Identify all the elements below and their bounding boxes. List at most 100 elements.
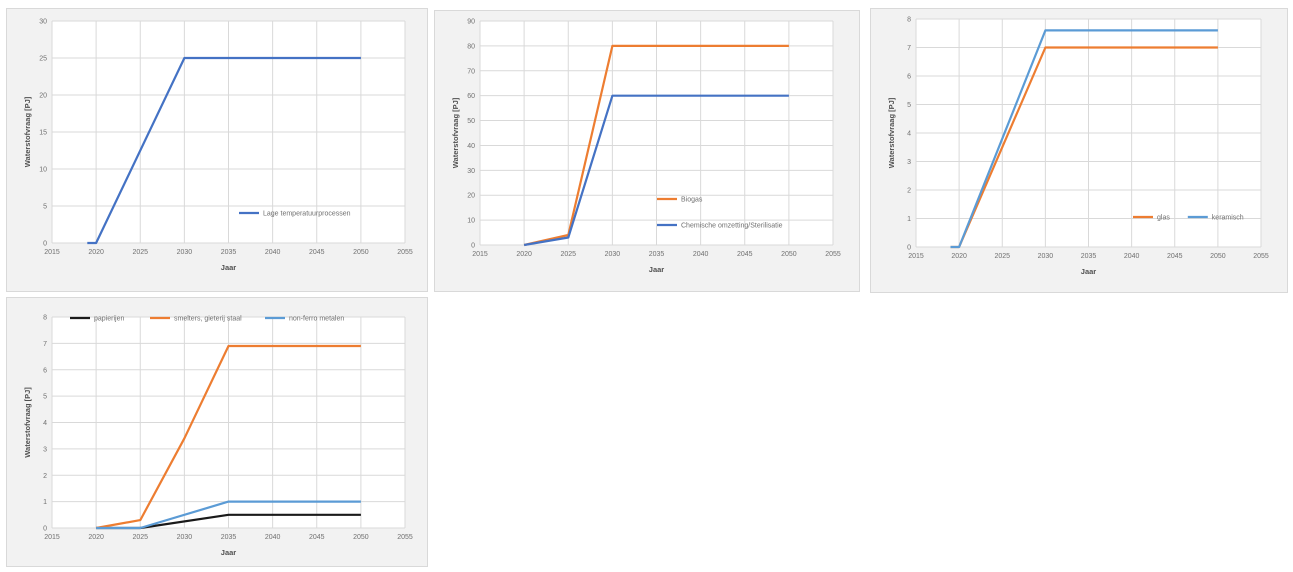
y-tick-label: 3 [907, 159, 911, 166]
x-tick-label: 2035 [1081, 253, 1097, 260]
y-tick-label: 5 [43, 204, 47, 211]
x-tick-label: 2055 [825, 251, 841, 258]
x-tick-label: 2040 [265, 249, 281, 256]
series-line-3 [96, 500, 361, 530]
x-tick-label: 2020 [88, 249, 104, 256]
series-line-2 [950, 29, 1218, 249]
y-tick-label: 90 [467, 19, 475, 26]
x-tick-label: 2035 [649, 251, 665, 258]
x-tick-label: 2020 [88, 534, 104, 541]
x-tick-label: 2025 [132, 249, 148, 256]
series-line-2 [95, 344, 361, 530]
y-tick-label: 50 [467, 118, 475, 125]
x-tick-label: 2050 [353, 249, 369, 256]
x-tick-label: 2030 [1038, 253, 1054, 260]
x-tick-label: 2045 [309, 534, 325, 541]
x-tick-label: 2055 [397, 534, 413, 541]
y-tick-label: 70 [467, 68, 475, 75]
series-line-2 [523, 94, 789, 247]
x-tick-label: 2035 [221, 534, 237, 541]
series-line-1 [87, 56, 361, 245]
x-tick-label: 2050 [1210, 253, 1226, 260]
x-axis-label: Jaar [221, 548, 237, 557]
y-tick-label: 5 [907, 102, 911, 109]
x-tick-label: 2030 [177, 249, 193, 256]
legend-entry: smelters, gieterij staal [174, 316, 242, 323]
y-tick-label: 0 [907, 245, 911, 252]
y-tick-label: 10 [39, 167, 47, 174]
y-tick-label: 8 [43, 315, 47, 322]
y-tick-label: 10 [467, 218, 475, 225]
x-tick-label: 2040 [693, 251, 709, 258]
y-tick-label: 80 [467, 43, 475, 50]
legend-entry: Chemische omzetting/Sterilisatie [681, 223, 783, 230]
y-tick-label: 15 [39, 130, 47, 137]
y-tick-label: 30 [39, 19, 47, 26]
x-axis-label: Jaar [1081, 267, 1097, 276]
legend-entry: Biogas [681, 197, 703, 204]
y-tick-label: 7 [43, 341, 47, 348]
y-tick-label: 3 [43, 446, 47, 453]
y-tick-label: 0 [43, 241, 47, 248]
chart-panel-glas-keramisch: 2015 2020 2025 2030 2035 2040 2045 2050 2055 0 1 2 3… [870, 8, 1288, 293]
x-tick-label: 2015 [44, 249, 60, 256]
y-axis-label: Waterstofvraag [PJ] [451, 97, 460, 168]
legend-entry: non-ferro metalen [289, 316, 344, 323]
y-tick-label: 7 [907, 45, 911, 52]
x-tick-label: 2040 [1124, 253, 1140, 260]
y-axis-label: Waterstofvraag [PJ] [23, 387, 32, 458]
legend-entry: papierijen [94, 316, 124, 323]
y-tick-label: 8 [907, 17, 911, 24]
x-tick-label: 2015 [472, 251, 488, 258]
x-tick-label: 2045 [309, 249, 325, 256]
x-tick-label: 2020 [951, 253, 967, 260]
x-tick-label: 2030 [605, 251, 621, 258]
y-tick-label: 2 [43, 473, 47, 480]
y-tick-label: 0 [471, 243, 475, 250]
x-tick-label: 2045 [1167, 253, 1183, 260]
y-tick-label: 30 [467, 168, 475, 175]
chart-svg-1: 2015 2020 2025 2030 2035 2040 2045 2050 20550510… [23, 19, 413, 273]
y-tick-label: 1 [43, 499, 47, 506]
x-tick-label: 2055 [1253, 253, 1269, 260]
y-tick-label: 0 [43, 526, 47, 533]
legend-entry: Lage temperatuurprocessen [263, 211, 351, 218]
y-tick-label: 5 [43, 394, 47, 401]
y-tick-label: 6 [907, 74, 911, 81]
chart-svg-2: 2015 2020 2025 2030 2035 2040 2045 2050 20550102… [451, 19, 841, 275]
chart-svg-4: 2015 2020 2025 2030 2035 2040 2045 2050 2055 0 1 2 3… [23, 315, 413, 558]
y-tick-label: 1 [907, 216, 911, 223]
x-axis-label: Jaar [649, 265, 665, 274]
chart-panel-metalen: 2015 2020 2025 2030 2035 2040 2045 2050 2055 0 1 2 3… [6, 297, 428, 567]
x-tick-label: 2030 [177, 534, 193, 541]
x-tick-label: 2040 [265, 534, 281, 541]
y-tick-label: 4 [907, 131, 911, 138]
x-axis-label: Jaar [221, 263, 237, 272]
y-tick-label: 4 [43, 420, 47, 427]
y-axis-label: Waterstofvraag [PJ] [23, 96, 32, 167]
y-tick-label: 6 [43, 367, 47, 374]
x-tick-label: 2025 [560, 251, 576, 258]
legend-entry: keramisch [1212, 215, 1244, 222]
chart-panel-biogas: 2015 2020 2025 2030 2035 2040 2045 2050 2055 0 10 2… [434, 10, 860, 292]
y-axis-label: Waterstofvraag [PJ] [887, 97, 896, 168]
y-tick-label: 20 [39, 93, 47, 100]
x-tick-label: 2050 [781, 251, 797, 258]
x-tick-label: 2045 [737, 251, 753, 258]
y-tick-label: 40 [467, 143, 475, 150]
legend-entry: glas [1157, 215, 1170, 222]
y-tick-label: 20 [467, 193, 475, 200]
x-tick-label: 2035 [221, 249, 237, 256]
x-tick-label: 2025 [994, 253, 1010, 260]
y-tick-label: 25 [39, 56, 47, 63]
y-tick-label: 2 [907, 188, 911, 195]
x-tick-label: 2015 [908, 253, 924, 260]
x-tick-label: 2015 [44, 534, 60, 541]
chart-panel-lage-temperatuur: 2015 2020 2025 2030 2035 2040 2045 2050 2055 0 5 10… [6, 8, 428, 292]
x-tick-label: 2025 [132, 534, 148, 541]
x-tick-label: 2050 [353, 534, 369, 541]
y-tick-label: 60 [467, 93, 475, 100]
series-line-1 [523, 44, 789, 247]
chart-svg-3: 2015 2020 2025 2030 2035 2040 2045 2050 2055 0 1 2 3… [887, 17, 1269, 277]
x-tick-label: 2055 [397, 249, 413, 256]
